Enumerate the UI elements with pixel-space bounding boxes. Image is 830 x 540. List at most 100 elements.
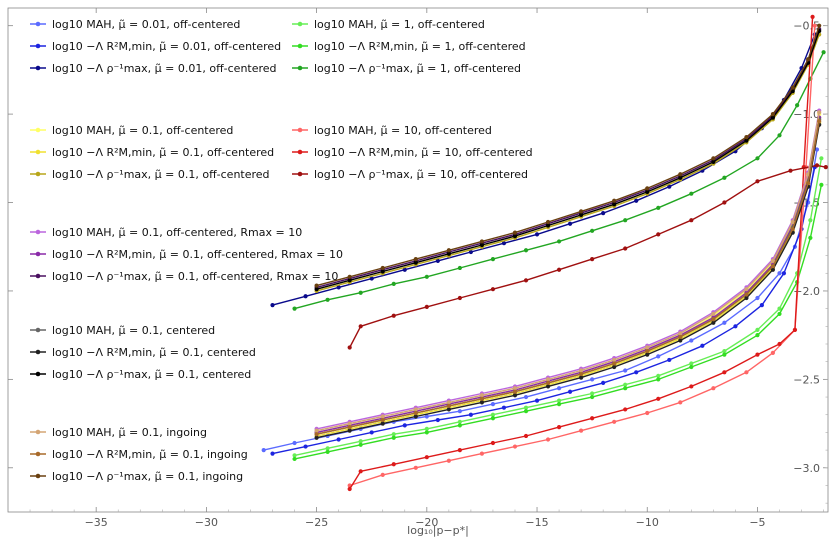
data-point (347, 278, 352, 283)
data-point (590, 416, 595, 421)
data-point (812, 23, 817, 28)
data-point (545, 437, 551, 442)
data-point (358, 439, 363, 444)
data-point (678, 400, 683, 405)
data-point (391, 313, 396, 318)
data-point (601, 380, 606, 386)
data-point (490, 287, 496, 292)
data-point (545, 384, 551, 389)
data-point (770, 267, 775, 272)
data-point (656, 373, 661, 378)
x-tick-label: −5 (749, 516, 765, 529)
data-point (770, 258, 775, 263)
data-point (770, 112, 775, 117)
data-point (292, 306, 297, 311)
data-point (755, 156, 760, 161)
data-point (579, 209, 584, 214)
data-point (689, 384, 694, 389)
data-point (623, 218, 628, 223)
data-point (579, 375, 584, 380)
x-tick-label: −30 (195, 516, 218, 529)
x-axis-label: log₁₀|p−p*| (407, 524, 469, 537)
data-point (545, 219, 551, 225)
series-1 (270, 165, 817, 456)
legend-swatch-point (297, 21, 303, 27)
data-point (689, 218, 694, 223)
legend-swatch-point (297, 65, 303, 71)
legend-swatch-point (35, 451, 41, 457)
y-tick-label: −0.5 (793, 20, 820, 33)
data-point (391, 435, 396, 440)
data-point (479, 242, 485, 248)
data-point (806, 180, 811, 186)
x-tick-label: −20 (415, 516, 438, 529)
data-point (590, 228, 595, 233)
data-point (645, 352, 650, 357)
data-point (821, 50, 826, 55)
data-point (523, 394, 529, 400)
data-point (790, 226, 795, 232)
data-point (523, 248, 529, 253)
data-point (817, 119, 822, 124)
data-point (490, 440, 496, 446)
data-point (567, 389, 573, 394)
legend-swatch-point (297, 127, 303, 133)
y-tick-label: −3.0 (793, 462, 820, 475)
data-point (534, 232, 540, 237)
legend-swatch-point (297, 171, 303, 177)
legend-swatch-point (35, 371, 41, 377)
data-point (744, 370, 749, 375)
data-point (479, 393, 485, 398)
series-line (316, 25, 820, 287)
data-point (579, 428, 584, 433)
legend-label: log10 −Λ R²M,min, μ̃ = 0.1, ingoing (52, 448, 248, 461)
data-point (325, 297, 330, 302)
legend-swatch-point (35, 43, 41, 49)
data-point (457, 423, 462, 428)
data-point (722, 348, 727, 354)
data-point (501, 405, 507, 410)
data-point (711, 311, 716, 317)
series-10 (347, 14, 815, 492)
series-4 (292, 182, 824, 462)
data-point (722, 370, 727, 375)
data-point (457, 448, 462, 453)
legend-swatch-point (35, 273, 41, 279)
data-point (817, 23, 822, 28)
data-point (325, 446, 330, 451)
legend-label: log10 MAH, μ̃ = 10, off-centered (314, 124, 492, 137)
data-point (314, 435, 319, 440)
data-point (711, 156, 716, 161)
data-point (347, 345, 352, 350)
legend-swatch-point (35, 473, 41, 479)
series-11 (347, 163, 828, 350)
series-line (272, 167, 816, 455)
data-point (689, 191, 694, 196)
legend-label: log10 MAH, μ̃ = 0.1, centered (52, 324, 215, 337)
data-point (402, 423, 407, 428)
data-point (523, 278, 529, 283)
series-17 (314, 28, 822, 292)
data-point (601, 211, 606, 216)
data-point (579, 212, 584, 218)
data-point (770, 350, 775, 355)
series-line (316, 30, 820, 290)
data-point (819, 182, 824, 187)
data-point (512, 230, 518, 235)
data-point (380, 265, 385, 271)
data-point (402, 267, 407, 272)
legend-label: log10 −Λ ρ⁻¹max, μ̃ = 0.1, centered (52, 368, 251, 381)
data-point (336, 437, 341, 442)
data-point (457, 409, 462, 414)
legend-label: log10 −Λ ρ⁻¹max, μ̃ = 0.01, off-centered (52, 62, 277, 75)
data-point (358, 324, 363, 329)
data-point (590, 257, 595, 262)
data-point (358, 469, 363, 474)
data-point (645, 348, 650, 354)
data-point (817, 110, 822, 115)
data-point (645, 186, 650, 191)
data-point (579, 371, 584, 377)
data-point (424, 304, 429, 309)
legend-label: log10 −Λ R²M,min, μ̃ = 1, off-centered (314, 40, 526, 53)
data-point (490, 402, 496, 407)
